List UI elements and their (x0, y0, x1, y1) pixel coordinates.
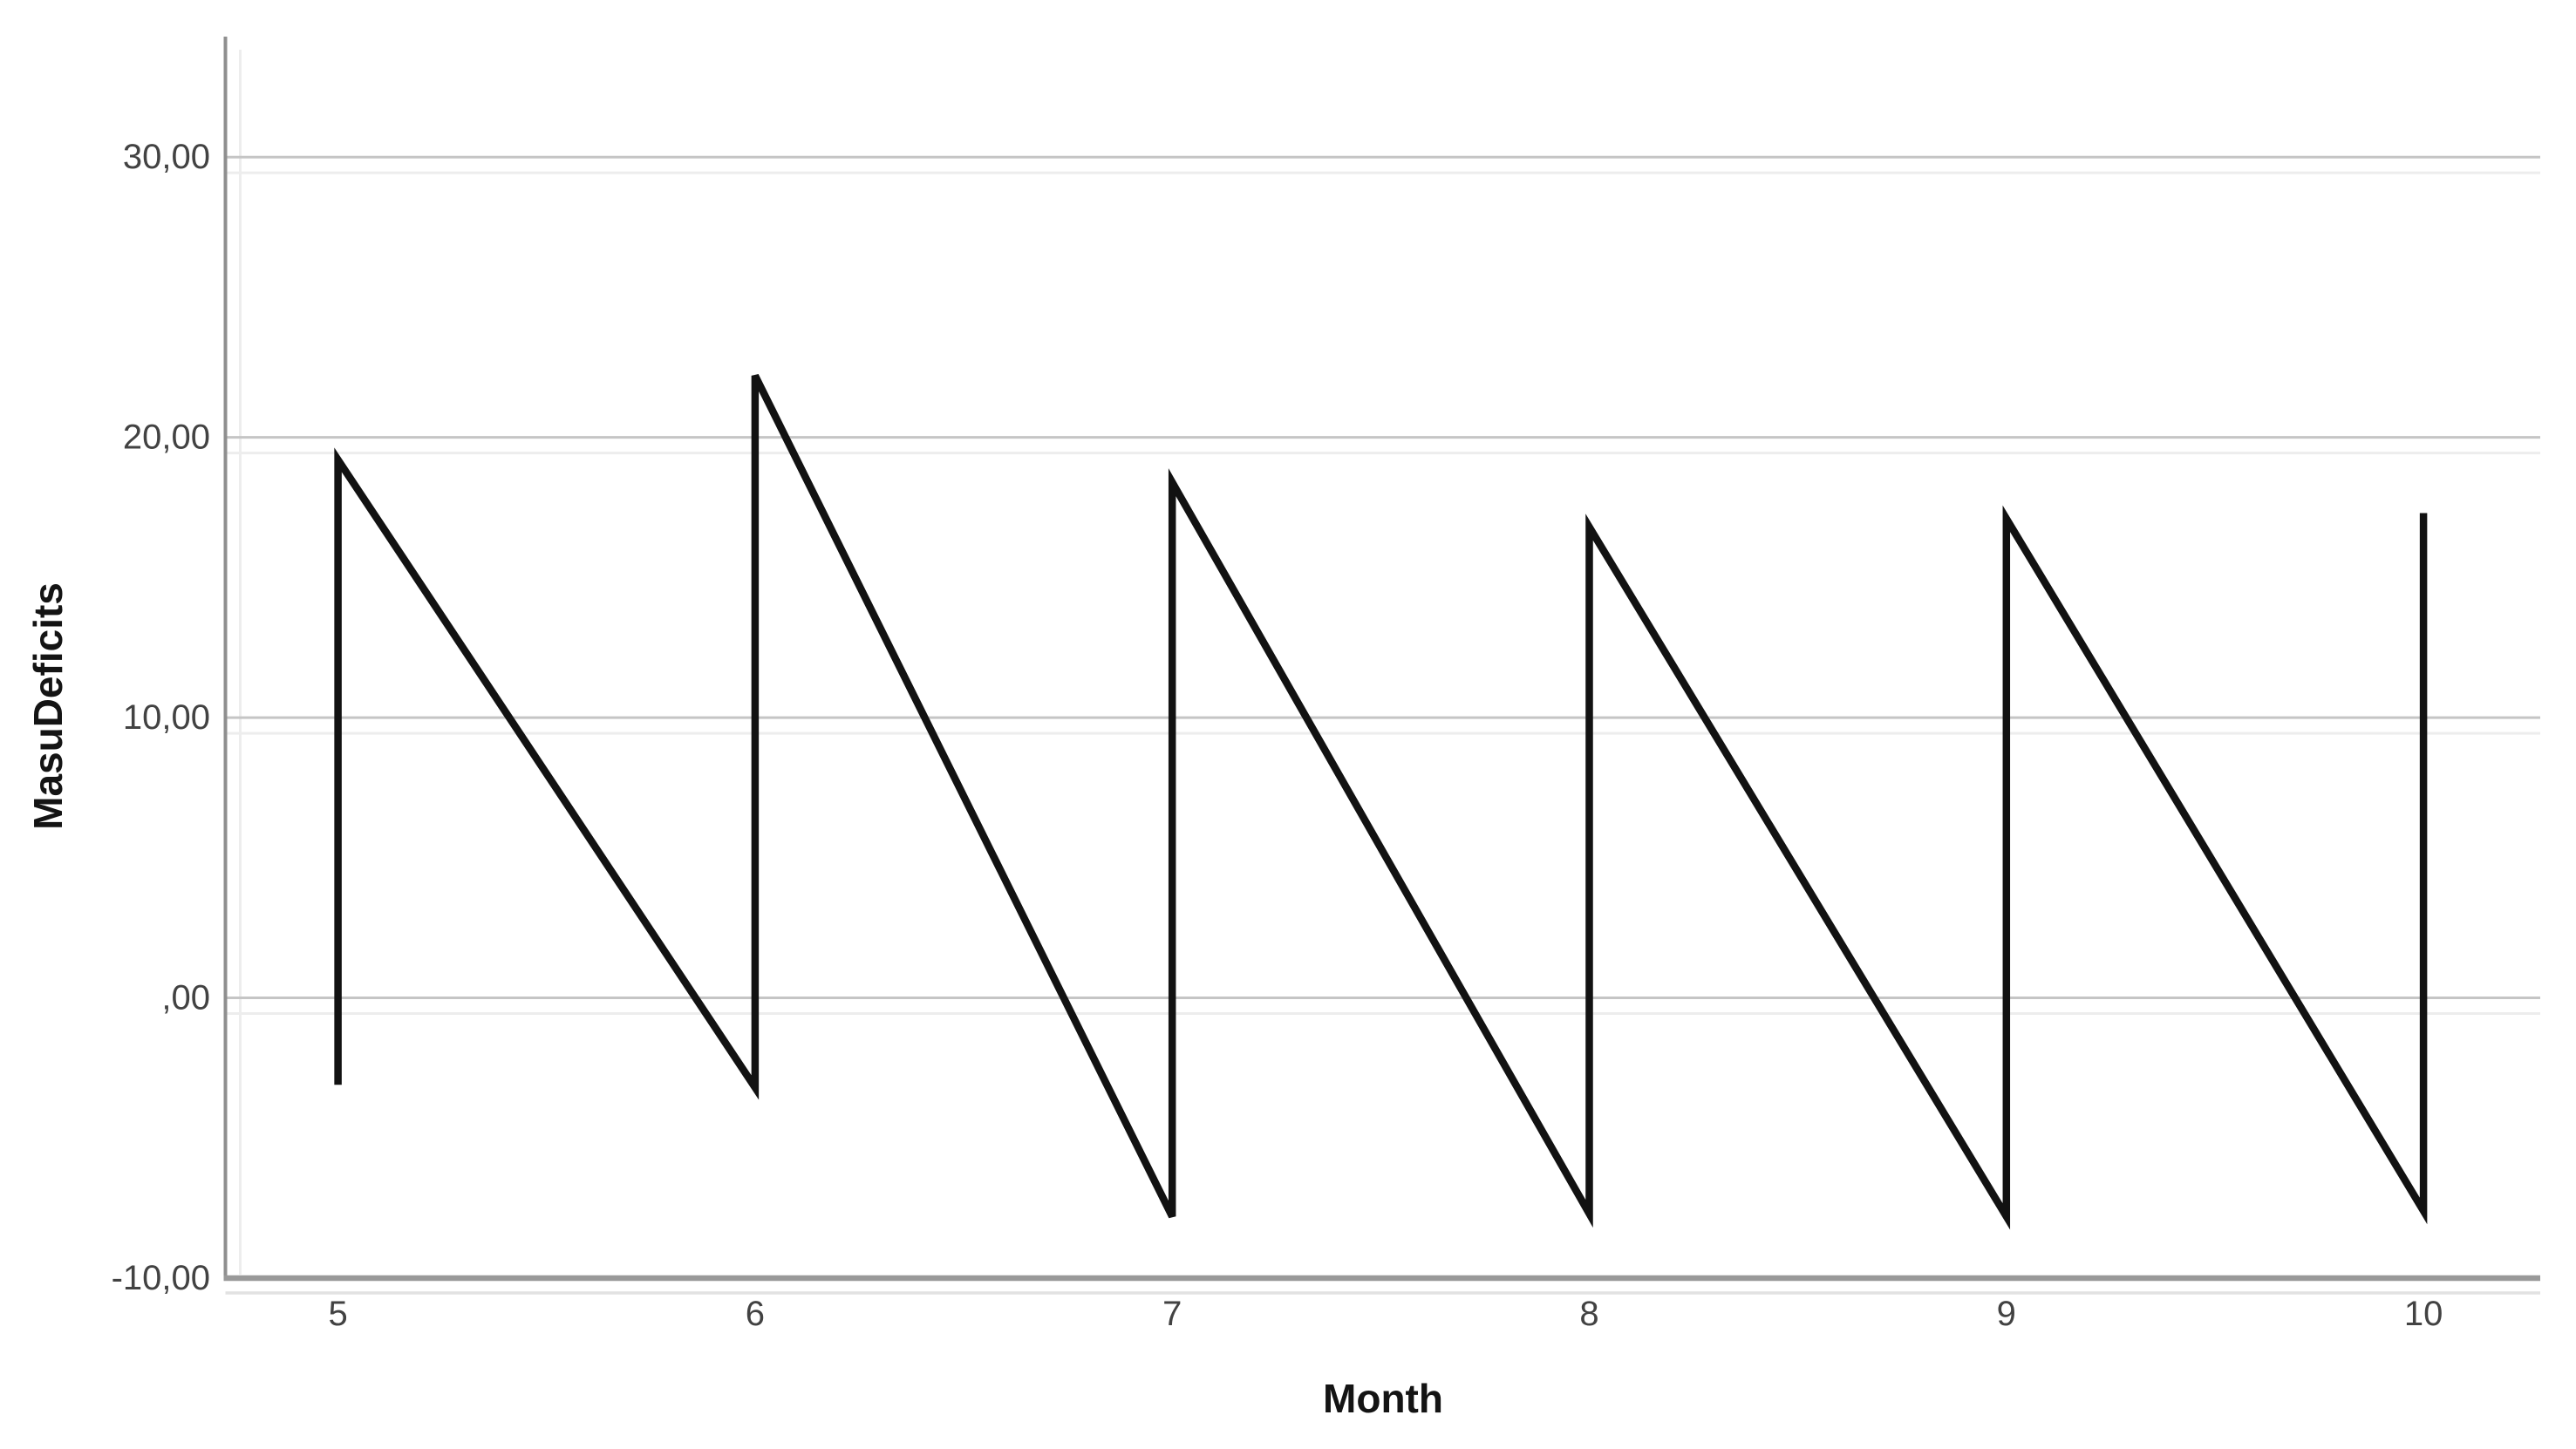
x-tick-label: 8 (1579, 1295, 1598, 1333)
y-tick-label: 20,00 (123, 418, 210, 457)
x-axis-title: Month (1323, 1376, 1443, 1421)
axes (223, 37, 2540, 1282)
gridlines (225, 155, 2540, 1000)
x-tick-label: 9 (1997, 1295, 2016, 1333)
y-tick-label: -10,00 (112, 1259, 210, 1297)
y-tick-label: 30,00 (123, 138, 210, 176)
series-line (334, 374, 2428, 1230)
y-tick-label: 10,00 (123, 698, 210, 737)
y-tick-label: ,00 (161, 979, 210, 1017)
y-axis-title: MasuDeficits (25, 582, 71, 830)
x-tick-label: 6 (746, 1295, 765, 1333)
x-tick-label: 5 (329, 1295, 348, 1333)
x-tick-labels: 5 6 7 8 9 10 (329, 1295, 2443, 1333)
series-polyline (334, 374, 2428, 1230)
x-tick-label: 7 (1162, 1295, 1182, 1333)
y-tick-labels: 30,00 20,00 10,00 ,00 -10,00 (112, 138, 210, 1297)
x-tick-label: 10 (2404, 1295, 2443, 1333)
gridline-ghosts (225, 50, 2540, 1295)
